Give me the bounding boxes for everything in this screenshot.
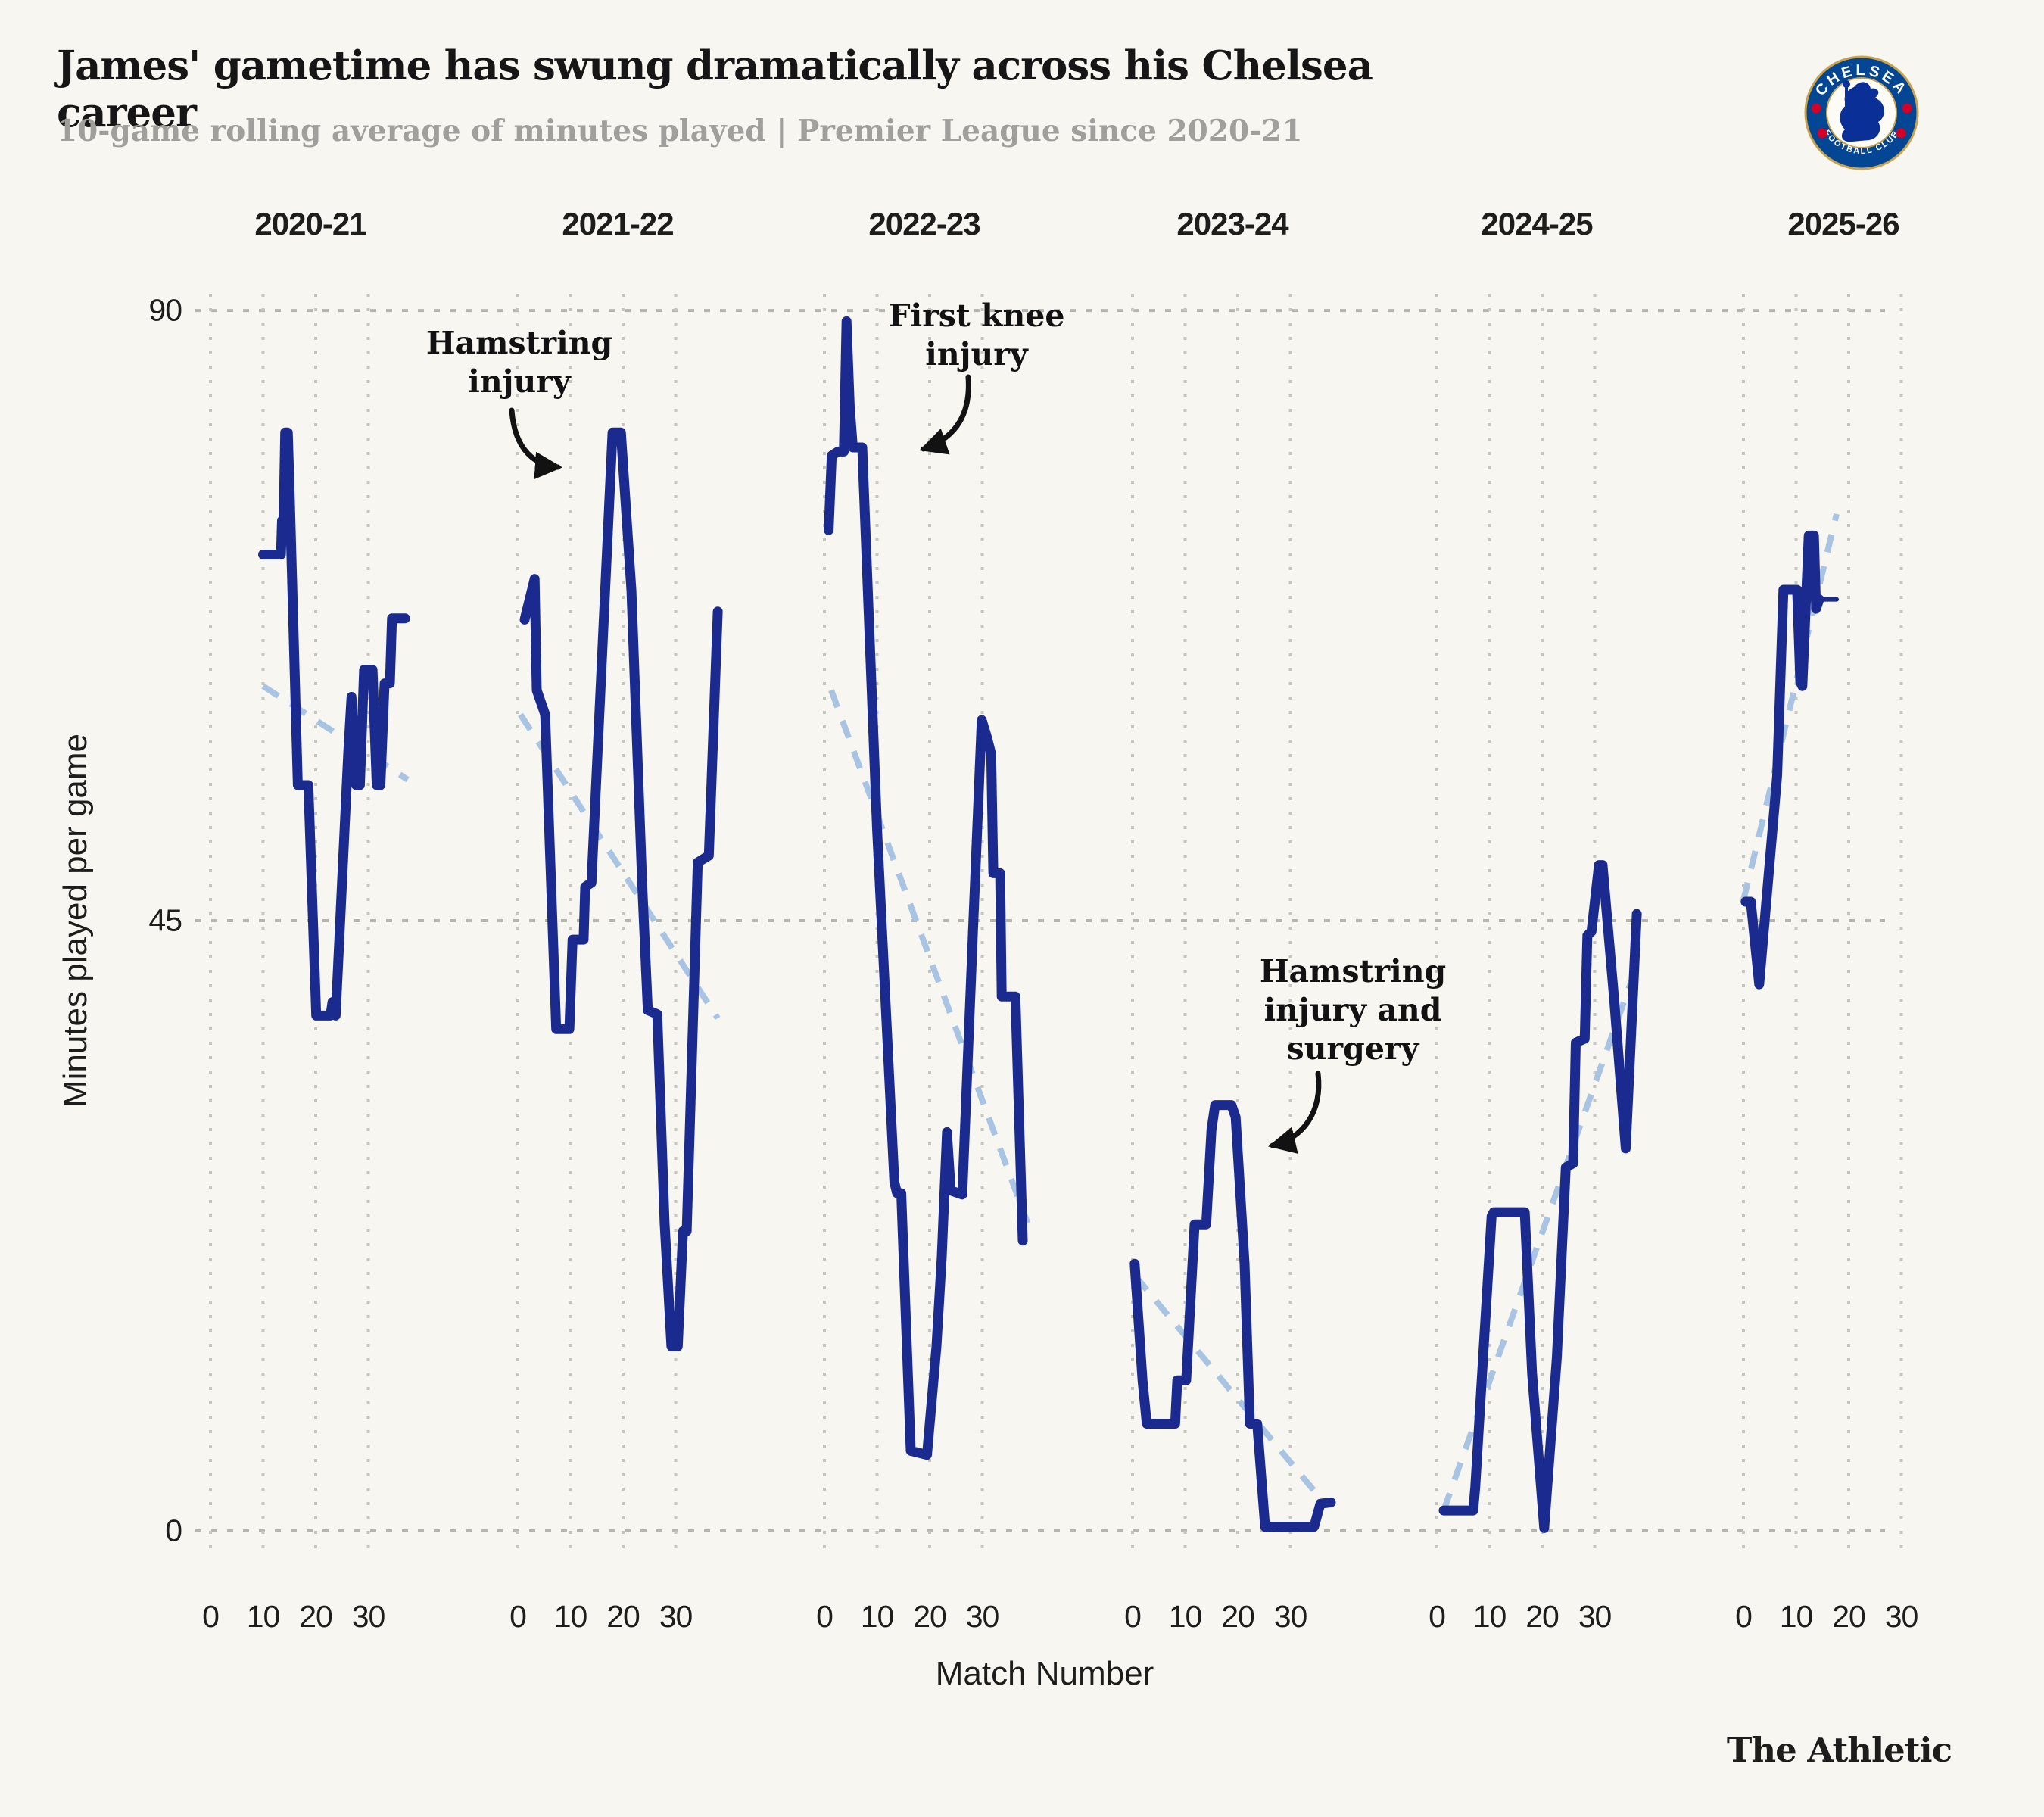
x-tick-label: 30 [659,1599,693,1634]
x-tick-label: 20 [606,1599,640,1634]
x-tick-label: 30 [1884,1599,1919,1634]
facet-header-2021-22: 2021-22 [562,206,674,242]
facet-header-2025-26: 2025-26 [1787,206,1899,242]
x-tick-label: 20 [913,1599,947,1634]
crest-rosettes [1811,103,1912,139]
x-axis-title: Match Number [935,1655,1154,1692]
trend-line-2025-26 [1740,513,1840,902]
hamstring-injury-arrow [509,407,563,480]
crest-lion-icon [1840,80,1884,142]
x-tick-label: 20 [1832,1599,1866,1634]
x-tick-label: 10 [860,1599,895,1634]
hamstring-surgery-arrow [1268,1071,1322,1154]
page-subtitle: 10-game rolling average of minutes playe… [57,114,1303,148]
x-tick-label: 30 [965,1599,1000,1634]
the-athletic-wordmark: The Athletic [1726,1730,1952,1770]
page-title: James' gametime has swung dramatically a… [57,42,1373,136]
x-tick-label: 10 [1779,1599,1814,1634]
y-tick-0: 0 [165,1513,182,1548]
x-tick-label: 0 [509,1599,527,1634]
x-tick-label: 10 [246,1599,281,1634]
series-line-2021-22 [519,427,723,1351]
chart-layer [195,294,1903,1554]
x-tick-label: 0 [1735,1599,1753,1634]
series-line-2022-23 [824,316,1028,1460]
trend-line-2021-22 [518,712,721,1021]
x-tick-label: 0 [816,1599,833,1634]
x-tick-label: 10 [1472,1599,1507,1634]
facet-header-2022-23: 2022-23 [868,206,980,242]
annotation-hamstring-injury: Hamstring injury [425,325,613,400]
annotation-hamstring-surgery: Hamstring injury and surgery [1259,953,1447,1067]
y-tick-90: 90 [148,292,182,328]
series-line-2024-25 [1438,860,1642,1533]
x-tick-label: 30 [351,1599,386,1634]
x-tick-label: 20 [1525,1599,1559,1634]
series-line-2020-21 [258,427,410,1021]
chelsea-crest-logo: CHELSEA FOOTBALL CLUB [1804,55,1919,170]
facet-header-2023-24: 2023-24 [1176,206,1288,242]
x-tick-label: 20 [299,1599,333,1634]
x-tick-label: 30 [1273,1599,1308,1634]
x-tick-label: 20 [1221,1599,1255,1634]
x-tick-label: 10 [553,1599,588,1634]
x-tick-label: 0 [202,1599,220,1634]
x-tick-label: 10 [1168,1599,1203,1634]
series-line-2023-24 [1129,1100,1336,1532]
annotation-first-knee-injury: First knee injury [888,298,1065,372]
trend-line-2022-23 [828,689,1031,1224]
y-tick-45: 45 [148,902,182,938]
trend-line-2023-24 [1133,1273,1330,1509]
annotation-arrows [509,374,1322,1154]
series-line-2025-26 [1740,530,1824,990]
x-tick-label: 0 [1124,1599,1142,1634]
x-tick-label: 0 [1429,1599,1446,1634]
first-knee-injury-arrow [919,374,971,455]
facet-header-2020-21: 2020-21 [254,206,366,242]
x-tick-label: 30 [1578,1599,1612,1634]
facet-header-2024-25: 2024-25 [1481,206,1593,242]
